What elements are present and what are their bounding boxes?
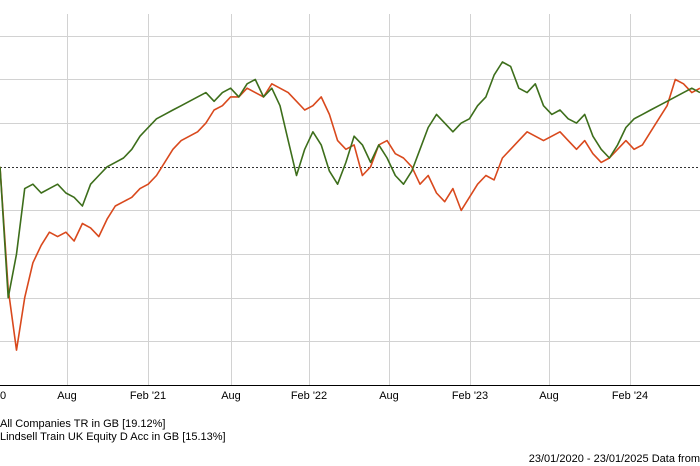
x-tick-label: Aug <box>221 390 241 402</box>
x-tick-label: 0 <box>0 390 6 402</box>
series-line-fund <box>0 61 700 299</box>
series-line-index <box>0 78 700 351</box>
x-tick-label: Feb '21 <box>130 390 166 402</box>
x-tick-label: Aug <box>539 390 559 402</box>
chart-grid <box>0 14 700 385</box>
x-tick-label: Feb '24 <box>612 390 648 402</box>
x-tick-label: Aug <box>57 390 77 402</box>
x-tick-label: Feb '23 <box>452 390 488 402</box>
legend-entry-index: All Companies TR in GB [19.12%] <box>0 418 166 430</box>
series-lines <box>0 61 700 351</box>
legend-entry-fund: Lindsell Train UK Equity D Acc in GB [15… <box>0 431 226 443</box>
x-tick-label: Aug <box>379 390 399 402</box>
x-tick-label: Feb '22 <box>291 390 327 402</box>
date-range-footer: 23/01/2020 - 23/01/2025 Data from <box>528 453 700 465</box>
x-axis-ticks: 0 Aug Feb '21 Aug Feb '22 Aug Feb '23 Aug Feb '2… <box>0 390 648 402</box>
